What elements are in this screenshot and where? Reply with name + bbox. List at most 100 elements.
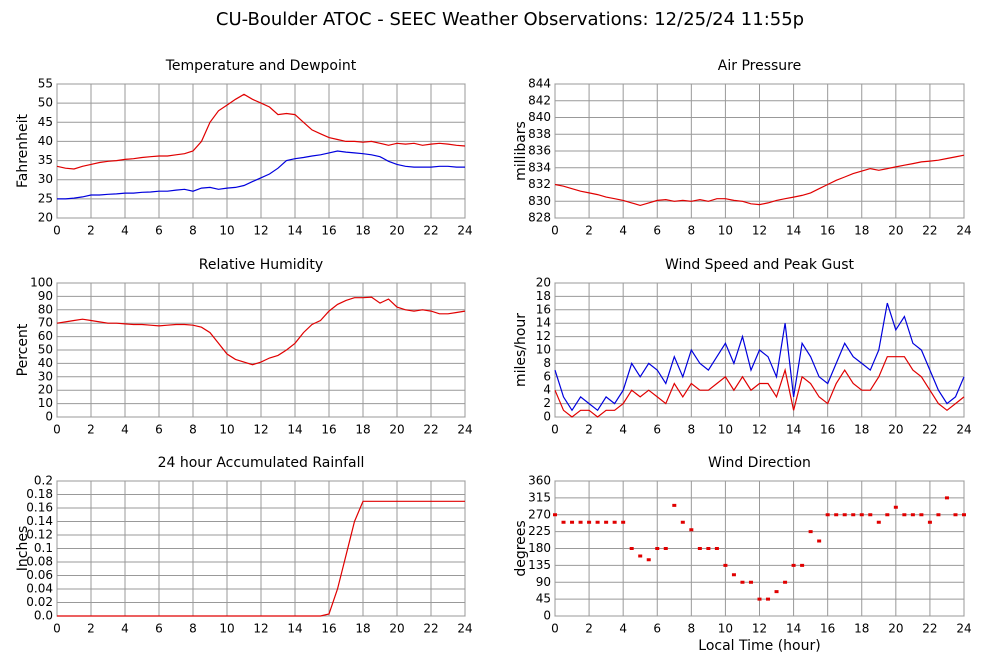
x-tick-label: 10 xyxy=(219,423,234,437)
panel-title: Wind Direction xyxy=(708,455,811,471)
x-tick-label: 8 xyxy=(688,224,696,238)
y-tick-label: 270 xyxy=(528,507,551,521)
y-tick-label: 0.06 xyxy=(26,568,53,582)
point xyxy=(944,496,949,500)
x-tick-label: 16 xyxy=(321,622,336,636)
x-tick-label: 6 xyxy=(155,224,163,238)
x-tick-label: 16 xyxy=(820,224,835,238)
point xyxy=(868,513,873,517)
point xyxy=(646,558,651,562)
x-tick-label: 12 xyxy=(752,423,767,437)
x-tick-label: 10 xyxy=(718,622,733,636)
y-tick-label: 100 xyxy=(30,276,53,290)
x-tick-label: 2 xyxy=(585,423,593,437)
point xyxy=(791,563,796,567)
y-tick-label: 25 xyxy=(38,191,53,205)
y-tick-label: 0.04 xyxy=(26,582,53,596)
point xyxy=(740,580,745,584)
y-tick-label: 830 xyxy=(528,194,551,208)
point xyxy=(553,513,557,517)
x-tick-label: 0 xyxy=(53,622,61,636)
point xyxy=(893,505,898,509)
point xyxy=(723,563,728,567)
y-tick-label: 0.12 xyxy=(26,528,53,542)
y-tick-label: 6 xyxy=(543,369,551,383)
y-tick-label: 4 xyxy=(543,383,551,397)
y-tick-label: 0 xyxy=(45,410,53,424)
y-tick-label: 70 xyxy=(38,316,53,330)
point xyxy=(834,513,839,517)
y-tick-label: 840 xyxy=(528,110,551,124)
point xyxy=(731,573,736,577)
point xyxy=(587,520,592,524)
x-tick-label: 6 xyxy=(155,622,163,636)
x-tick-label: 0 xyxy=(53,423,61,437)
point xyxy=(859,513,864,517)
y-tick-label: 0.18 xyxy=(26,487,53,501)
x-tick-label: 10 xyxy=(219,224,234,238)
y-tick-label: 40 xyxy=(38,356,53,370)
point xyxy=(748,580,753,584)
y-tick-label: 0.02 xyxy=(26,595,53,609)
point xyxy=(876,520,881,524)
y-tick-label: 45 xyxy=(38,115,53,129)
y-tick-label: 30 xyxy=(38,172,53,186)
y-tick-label: 20 xyxy=(38,383,53,397)
x-tick-label: 18 xyxy=(854,423,869,437)
point xyxy=(783,580,788,584)
y-tick-label: 80 xyxy=(38,302,53,316)
x-tick-label: 0 xyxy=(551,622,559,636)
x-tick-label: 2 xyxy=(585,622,593,636)
x-tick-label: 0 xyxy=(53,224,61,238)
y-tick-label: 0.16 xyxy=(26,501,53,515)
point xyxy=(825,513,830,517)
x-tick-label: 20 xyxy=(888,423,903,437)
point xyxy=(851,513,856,517)
panel-title: Wind Speed and Peak Gust xyxy=(665,257,854,273)
x-tick-label: 18 xyxy=(854,224,869,238)
x-tick-label: 16 xyxy=(321,224,336,238)
y-axis-label: Percent xyxy=(15,323,31,376)
x-tick-label: 24 xyxy=(457,224,472,238)
y-tick-label: 30 xyxy=(38,369,53,383)
point xyxy=(561,520,566,524)
x-tick-label: 14 xyxy=(287,224,302,238)
point xyxy=(621,520,626,524)
series-line xyxy=(554,356,965,418)
y-tick-label: 12 xyxy=(536,329,551,343)
y-tick-label: 844 xyxy=(528,77,551,91)
x-tick-label: 0 xyxy=(551,224,559,238)
y-axis-label: millibars xyxy=(513,121,529,181)
y-axis-label: miles/hour xyxy=(513,313,529,387)
y-axis-label: degrees xyxy=(513,520,529,576)
x-tick-label: 6 xyxy=(155,423,163,437)
x-tick-label: 14 xyxy=(786,423,801,437)
point xyxy=(595,520,600,524)
point xyxy=(774,590,779,594)
x-tick-label: 8 xyxy=(189,224,197,238)
series-line xyxy=(554,154,965,207)
x-tick-label: 12 xyxy=(253,224,268,238)
point xyxy=(629,547,634,550)
x-tick-label: 16 xyxy=(820,423,835,437)
point xyxy=(689,528,694,532)
x-tick-label: 14 xyxy=(287,423,302,437)
point xyxy=(766,597,771,601)
x-tick-label: 8 xyxy=(688,622,696,636)
x-tick-label: 4 xyxy=(619,622,627,636)
x-tick-label: 4 xyxy=(121,622,129,636)
y-tick-label: 55 xyxy=(38,77,53,91)
x-tick-label: 14 xyxy=(786,224,801,238)
x-tick-label: 6 xyxy=(653,224,661,238)
point xyxy=(697,547,702,550)
point xyxy=(672,503,677,507)
point xyxy=(902,513,907,517)
point xyxy=(757,597,762,601)
x-tick-label: 6 xyxy=(653,423,661,437)
y-axis-label: Inches xyxy=(15,526,31,571)
point xyxy=(680,520,685,524)
y-tick-label: 360 xyxy=(528,474,551,488)
series-line xyxy=(57,500,465,617)
panel-title: Temperature and Dewpoint xyxy=(165,58,357,74)
